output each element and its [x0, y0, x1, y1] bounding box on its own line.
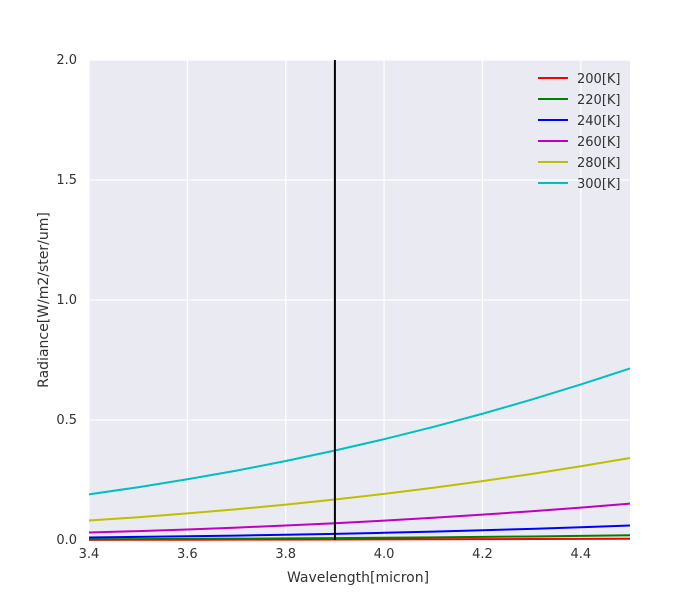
series-line-240[K]	[88, 524, 631, 539]
y-tick-label: 0.0	[56, 533, 77, 548]
legend: 200[K] 220[K] 240[K] 260[K] 280[K] 300[K]	[538, 72, 620, 192]
x-tick-labels: 3.4 3.6 3.8 4.0 4.2 4.4	[79, 547, 592, 562]
y-tick-label: 1.5	[56, 173, 77, 188]
x-tick-label: 4.4	[570, 547, 591, 562]
legend-label: 220[K]	[577, 93, 620, 108]
series-layer	[88, 367, 631, 541]
series-line-280[K]	[88, 457, 631, 522]
x-axis-label: Wavelength[micron]	[287, 570, 429, 586]
x-tick-label: 4.0	[374, 547, 395, 562]
x-tick-label: 3.4	[79, 547, 100, 562]
series-line-220[K]	[88, 534, 631, 541]
legend-label: 280[K]	[577, 156, 620, 171]
legend-label: 300[K]	[577, 177, 620, 192]
y-tick-label: 2.0	[56, 53, 77, 68]
legend-label: 200[K]	[577, 72, 620, 87]
y-tick-labels: 0.0 0.5 1.0 1.5 2.0	[56, 53, 77, 548]
legend-label: 240[K]	[577, 114, 620, 129]
grid	[88, 59, 630, 541]
x-tick-label: 4.2	[472, 547, 493, 562]
y-tick-label: 0.5	[56, 413, 77, 428]
y-axis-label: Radiance[W/m2/ster/um]	[36, 212, 52, 388]
series-line-300[K]	[88, 367, 631, 496]
y-tick-label: 1.0	[56, 293, 77, 308]
x-tick-label: 3.6	[177, 547, 198, 562]
series-line-260[K]	[88, 502, 631, 534]
x-tick-label: 3.8	[275, 547, 296, 562]
legend-label: 260[K]	[577, 135, 620, 150]
